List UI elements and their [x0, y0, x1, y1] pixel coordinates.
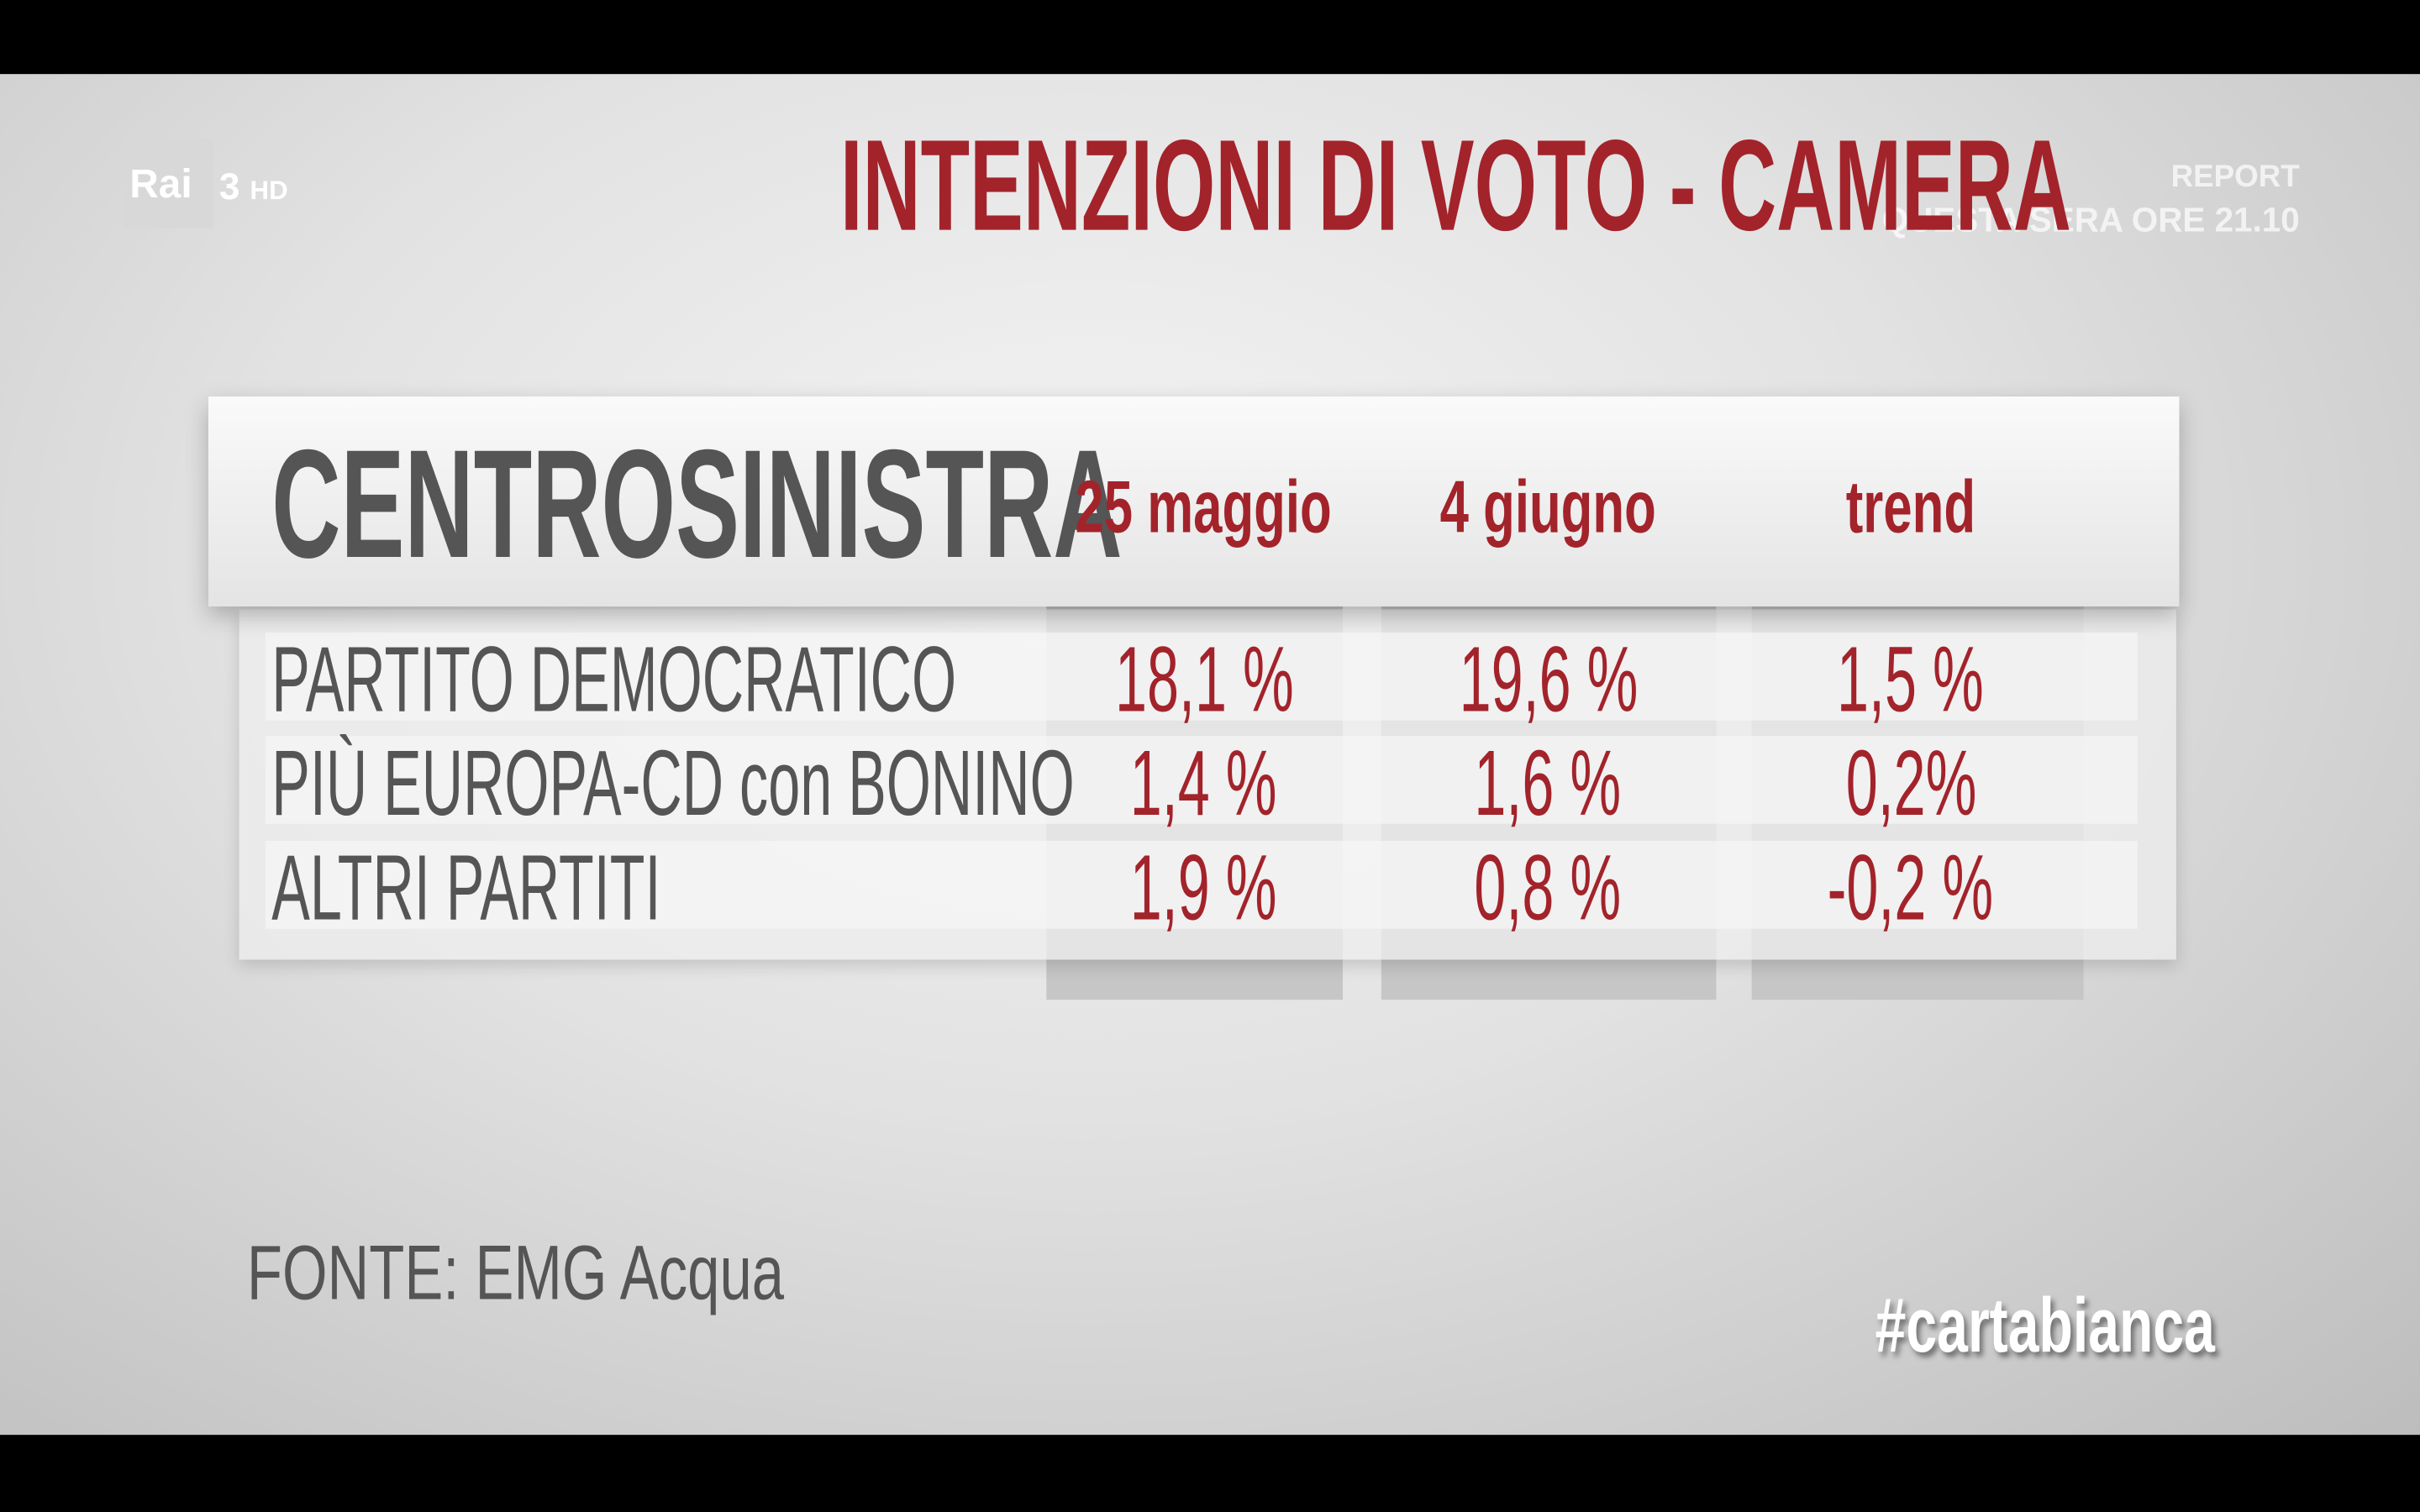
column-header: trend: [1845, 467, 1976, 549]
row-label: PARTITO DEMOCRATICO: [271, 627, 957, 732]
value-cell: 0,2%: [1679, 730, 2142, 837]
logo-brand: Rai: [129, 160, 192, 207]
value-cell: 1,4 %: [972, 730, 1435, 837]
source: FONTE: EMG Acqua: [246, 1229, 785, 1316]
header-band: [208, 396, 2180, 606]
header-cell: trend: [1679, 466, 2142, 551]
value: 19,6 %: [1458, 627, 1638, 732]
column-header: 25 maggio: [1076, 467, 1333, 549]
header-cell: 4 giugno: [1317, 466, 1780, 551]
row-label-cell: ALTRI PARTITI: [271, 835, 899, 942]
logo-box: [123, 139, 213, 228]
row-label-cell: PIÙ EUROPA-CD con BONINO: [271, 730, 1566, 837]
source-wrap: FONTE: EMG Acqua: [247, 1228, 963, 1318]
header-cell: CENTROSINISTRA: [271, 417, 1644, 594]
value: 0,2%: [1844, 731, 1976, 835]
value-cell: 19,6 %: [1317, 627, 1780, 733]
promo-line1: REPORT: [2170, 160, 2300, 195]
value: 0,8 %: [1474, 836, 1622, 940]
logo-quality: HD: [250, 176, 288, 206]
value: 1,6 %: [1474, 731, 1622, 835]
value: 1,9 %: [1130, 836, 1278, 940]
value-cell: 1,6 %: [1317, 730, 1780, 837]
row-label: ALTRI PARTITI: [271, 836, 661, 940]
hashtag-wrap: #cartabianca: [1876, 1280, 2348, 1370]
value-cell: 1,5 %: [1679, 627, 2142, 733]
column-header: 4 giugno: [1439, 467, 1656, 549]
value: 1,5 %: [1837, 627, 1985, 732]
value-cell: 1,9 %: [972, 835, 1435, 942]
value: 1,4 %: [1130, 731, 1278, 835]
row-label-cell: PARTITO DEMOCRATICO: [271, 627, 1376, 733]
header-cell: 25 maggio: [972, 466, 1435, 551]
promo-line2: QUESTA SERA ORE 21.10: [1881, 200, 2300, 239]
row-label: PIÙ EUROPA-CD con BONINO: [271, 731, 1075, 835]
section-title: CENTROSINISTRA: [271, 417, 1123, 591]
logo-channel: 3: [218, 166, 240, 208]
row-band: [265, 736, 2138, 824]
value: -0,2 %: [1828, 836, 1994, 940]
value-cell: 18,1 %: [972, 627, 1435, 733]
title: INTENZIONI DI VOTO - CAMERA: [839, 113, 2071, 258]
row-band: [265, 633, 2138, 721]
value-cell: -0,2 %: [1679, 835, 2142, 942]
row-band: [265, 841, 2138, 929]
title-wrap: INTENZIONI DI VOTO - CAMERA: [463, 111, 2071, 260]
value-cell: 0,8 %: [1317, 835, 1780, 942]
hashtag: #cartabianca: [1875, 1282, 2215, 1369]
value: 18,1 %: [1114, 627, 1293, 732]
